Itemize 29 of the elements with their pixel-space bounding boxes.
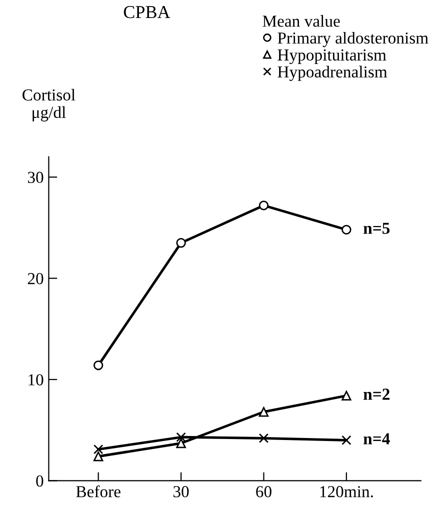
chart-title: CPBA bbox=[124, 6, 170, 18]
x-tick-label: 120min. bbox=[320, 486, 373, 498]
y-tick-label: 0 bbox=[36, 475, 44, 487]
annotation: n=2 bbox=[364, 388, 390, 400]
point bbox=[342, 435, 352, 446]
point bbox=[93, 452, 104, 462]
point bbox=[176, 238, 186, 248]
legend-label: Hypoadrenalism bbox=[278, 66, 388, 81]
point bbox=[342, 390, 352, 401]
point bbox=[176, 438, 186, 448]
y-tick-label: 10 bbox=[28, 374, 44, 386]
y-tick-label: 30 bbox=[28, 172, 44, 184]
y-tick-label: 20 bbox=[28, 273, 44, 284]
legend-label: Hypopituitarism bbox=[278, 49, 386, 64]
x-tick-label: 30 bbox=[174, 486, 189, 498]
annotation: n=5 bbox=[364, 222, 390, 234]
point bbox=[342, 224, 352, 235]
legend-title: Mean value bbox=[262, 15, 340, 27]
point bbox=[176, 432, 186, 442]
y-axis-title: Cortisol μg/dl bbox=[22, 88, 76, 122]
point bbox=[258, 407, 269, 417]
annotation: n=4 bbox=[364, 433, 390, 444]
point bbox=[258, 200, 269, 210]
point bbox=[93, 360, 104, 370]
x-tick-label: 60 bbox=[256, 486, 272, 498]
x-tick-label: Before bbox=[76, 485, 120, 498]
point bbox=[258, 433, 269, 444]
legend-label: Primary aldosteronism bbox=[278, 32, 428, 48]
point bbox=[93, 444, 104, 454]
